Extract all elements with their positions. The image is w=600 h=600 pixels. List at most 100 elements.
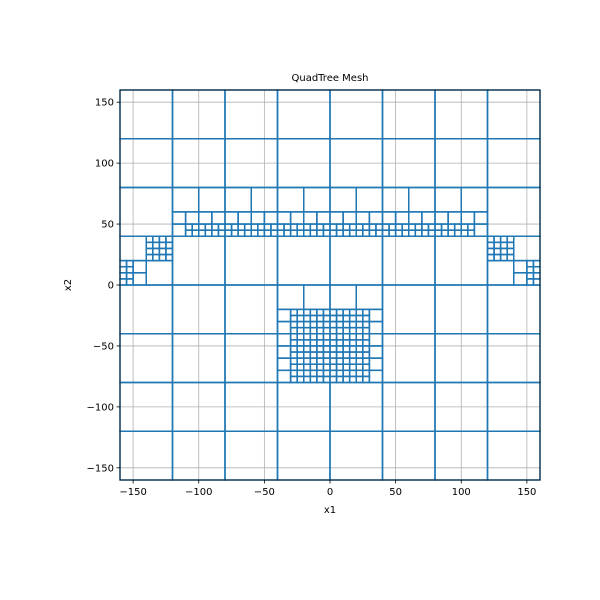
mesh-cell: [342, 320, 351, 329]
mesh-cell: [309, 320, 318, 329]
mesh-cell: [453, 229, 462, 237]
mesh-cell: [152, 241, 161, 250]
mesh-cell: [355, 345, 364, 353]
mesh-cell: [316, 333, 325, 341]
mesh-cell: [145, 235, 154, 244]
mesh-cell: [283, 229, 292, 237]
mesh-cell: [447, 229, 456, 237]
mesh-cell: [322, 333, 331, 341]
mesh-cell: [165, 235, 174, 244]
mesh-cell: [296, 326, 305, 335]
mesh-cell: [125, 278, 134, 286]
mesh-cell: [368, 357, 384, 372]
mesh-cell: [296, 339, 305, 347]
mesh-cell: [289, 223, 298, 231]
y-axis-label: x2: [63, 279, 74, 291]
mesh-cell: [276, 284, 305, 311]
mesh-cell: [486, 241, 495, 250]
mesh-cell: [493, 247, 502, 256]
mesh-cell: [289, 375, 298, 384]
mesh-cell: [355, 363, 364, 372]
mesh-cell: [119, 89, 174, 140]
mesh-cell: [303, 223, 312, 231]
mesh-cell: [224, 223, 233, 231]
mesh-cell: [316, 363, 325, 372]
mesh-cell: [473, 211, 489, 225]
mesh-cell: [309, 369, 318, 378]
mesh-cell: [270, 223, 279, 231]
mesh-cell: [486, 253, 495, 262]
mesh-cell: [145, 247, 154, 256]
mesh-cell: [368, 333, 384, 347]
mesh-cell: [276, 186, 305, 213]
mesh-cell: [348, 375, 357, 384]
mesh-cell: [263, 211, 279, 225]
mesh-cell: [316, 308, 325, 317]
mesh-cell: [348, 320, 357, 329]
mesh-cell: [303, 308, 312, 317]
mesh-cell: [434, 229, 443, 237]
mesh-cell: [335, 345, 344, 353]
mesh-cell: [342, 333, 351, 341]
mesh-cell: [119, 265, 128, 274]
y-tick-label: 0: [108, 281, 114, 292]
mesh-cell: [211, 211, 226, 225]
mesh-cell: [526, 259, 535, 268]
mesh-cell: [434, 223, 443, 231]
mesh-cell: [329, 326, 338, 335]
mesh-cell: [460, 229, 469, 237]
mesh-cell: [309, 333, 318, 341]
mesh-cell: [355, 339, 364, 347]
mesh-cell: [401, 229, 410, 237]
x-tick-label: −50: [254, 487, 275, 498]
mesh-cell: [309, 326, 318, 335]
mesh-cell: [217, 223, 226, 231]
mesh-cell: [368, 320, 384, 335]
mesh-cell: [237, 223, 246, 231]
mesh-cell: [362, 314, 371, 323]
mesh-cell: [414, 229, 423, 237]
mesh-cell: [421, 211, 436, 225]
mesh-cell: [329, 223, 338, 231]
mesh-cell: [119, 278, 128, 286]
mesh-cell: [276, 89, 331, 140]
mesh-cell: [276, 211, 292, 225]
mesh-cell: [394, 211, 410, 225]
mesh-cell: [394, 223, 403, 231]
mesh-cell: [414, 223, 423, 231]
mesh-cell: [303, 357, 312, 365]
mesh-cell: [493, 241, 502, 250]
mesh-cell: [316, 223, 325, 231]
mesh-cell: [355, 308, 364, 317]
mesh-cell: [368, 211, 384, 225]
mesh-cell: [381, 284, 436, 335]
mesh-cell: [322, 369, 331, 378]
mesh-cell: [198, 229, 207, 237]
mesh-cell: [322, 363, 331, 372]
mesh-cell: [198, 211, 213, 225]
mesh-cell: [309, 308, 318, 317]
mesh-cell: [447, 223, 456, 231]
mesh-cell: [335, 314, 344, 323]
mesh-cell: [513, 272, 528, 286]
mesh-cell: [276, 308, 292, 323]
mesh-cell: [303, 229, 312, 237]
mesh-cell: [348, 351, 357, 359]
mesh-cell: [342, 357, 351, 365]
mesh-cell: [125, 259, 134, 268]
mesh-cell: [342, 369, 351, 378]
mesh-cell: [165, 247, 174, 256]
mesh-cell: [329, 235, 384, 286]
mesh-cell: [191, 229, 200, 237]
mesh-cell: [303, 375, 312, 384]
mesh-cell: [486, 333, 541, 384]
mesh-cell: [355, 314, 364, 323]
mesh-cell: [250, 211, 266, 225]
mesh-cell: [486, 89, 541, 140]
mesh-cell: [329, 314, 338, 323]
mesh-cell: [329, 308, 338, 317]
mesh-cell: [132, 259, 147, 274]
mesh-cell: [276, 357, 292, 372]
mesh-cell: [342, 363, 351, 372]
mesh-cell: [303, 314, 312, 323]
